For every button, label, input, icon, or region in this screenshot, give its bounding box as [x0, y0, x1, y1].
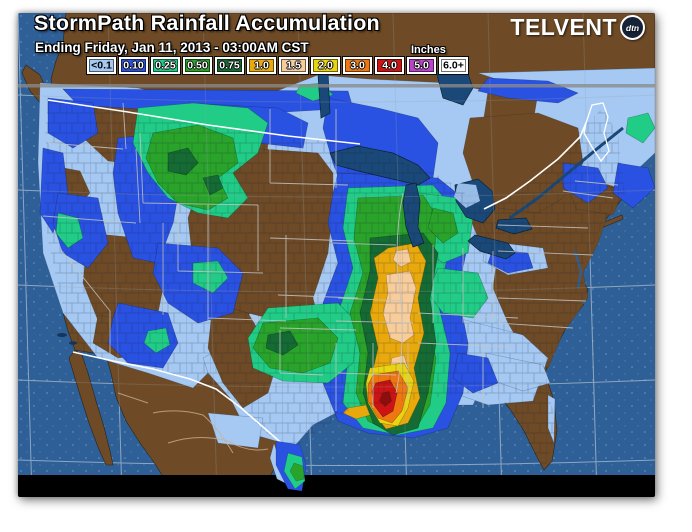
- state-borders: [42, 102, 619, 411]
- graticule-land: [18, 13, 655, 497]
- international-borders: [47, 99, 610, 451]
- channel-islands: [57, 333, 67, 337]
- legend-swatch-label: 0.75: [219, 59, 240, 71]
- legend-swatch: 4.0: [374, 56, 405, 75]
- coverage-edge-line: [18, 84, 655, 88]
- legend-swatch: 1.0: [246, 56, 277, 75]
- legend-swatch: 0.75: [214, 56, 245, 75]
- legend-swatch-label: 4.0: [382, 59, 397, 71]
- bottom-mask: [18, 475, 655, 497]
- map-title: StormPath Rainfall Accumulation: [34, 13, 380, 35]
- legend-swatch: 2.0: [310, 56, 341, 75]
- legend-swatch-label: 1.5: [286, 59, 301, 71]
- rainfall-legend: <0.1 0.10 0.25 0.50 0.75 1.0 1.5 2.0 3.0 4.0 5.0 6.…: [86, 56, 471, 75]
- legend-swatch-label: 1.0: [254, 59, 269, 71]
- brand-name: TELVENT: [510, 14, 617, 40]
- legend-swatch-label: 5.0: [414, 59, 429, 71]
- map-subtitle: Ending Friday, Jan 11, 2013 - 03:00AM CS…: [35, 40, 309, 55]
- legend-swatch-label: 6.0+: [443, 59, 464, 71]
- legend-units-label: Inches: [411, 44, 446, 56]
- brand-logo: TELVENT dtn: [510, 14, 645, 41]
- legend-swatch: 5.0: [406, 56, 437, 75]
- legend-swatch-label: <0.1: [91, 59, 112, 71]
- baja-peninsula: [68, 349, 114, 466]
- legend-swatch: <0.1: [86, 56, 117, 75]
- rain-south-texas: [269, 440, 307, 492]
- legend-swatch: 0.50: [182, 56, 213, 75]
- us-mexico-border: [72, 351, 291, 451]
- legend-swatch: 6.0+: [438, 56, 469, 75]
- legend-swatch-label: 0.25: [155, 59, 176, 71]
- weather-map-panel: StormPath Rainfall Accumulation Ending F…: [18, 13, 655, 497]
- mexico-state-borders: [117, 392, 269, 454]
- legend-swatch: 3.0: [342, 56, 373, 75]
- legend-swatch-label: 0.10: [123, 59, 144, 71]
- dtn-badge-icon: dtn: [620, 15, 645, 40]
- legend-swatch-label: 0.50: [187, 59, 208, 71]
- legend-swatch-label: 3.0: [350, 59, 365, 71]
- legend-swatch-label: 2.0: [318, 59, 333, 71]
- rainfall-map: [18, 13, 655, 497]
- maine-outline: [583, 102, 610, 163]
- legend-swatch: 0.10: [118, 56, 149, 75]
- legend-swatch: 0.25: [150, 56, 181, 75]
- us-canada-border: [47, 99, 361, 145]
- legend-swatch: 1.5: [278, 56, 309, 75]
